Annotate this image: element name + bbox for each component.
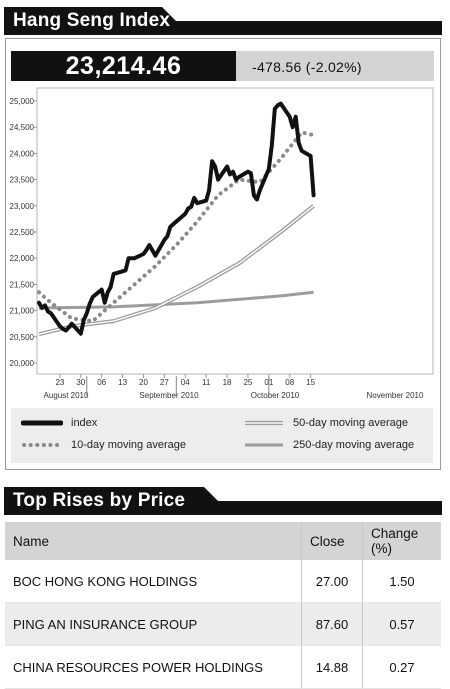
plot-area <box>36 87 434 375</box>
close-price: 14.88 <box>301 645 363 689</box>
x-tick-label: 25 <box>243 378 252 387</box>
close-price: 27.00 <box>301 560 363 603</box>
x-tick-label: 04 <box>181 378 190 387</box>
y-tick-label: 24,500 <box>10 123 35 132</box>
stock-name[interactable]: BOC HONG KONG HOLDINGS <box>5 560 302 603</box>
legend-ma250-label: 250-day moving average <box>293 439 415 451</box>
chart-legend: index 10-day moving average 50-day movin… <box>11 408 433 463</box>
last-value: 23,214.46 <box>11 51 236 81</box>
y-tick-label: 21,000 <box>10 307 35 316</box>
x-tick-label: 13 <box>118 378 127 387</box>
stock-name[interactable]: PING AN INSURANCE GROUP <box>5 602 302 646</box>
change-column-header[interactable]: Change (%) <box>362 522 441 560</box>
change-value: -478.56 (-2.02%) <box>236 51 434 81</box>
table-row[interactable]: CHINA RESOURCES POWER HOLDINGS 14.88 0.2… <box>5 645 441 689</box>
legend-ma50-label: 50-day moving average <box>293 417 408 429</box>
rises-title: Top Rises by Price <box>13 490 186 511</box>
month-label: August 2010 <box>44 391 89 400</box>
index-title: Hang Seng Index <box>13 10 171 31</box>
close-price: 87.60 <box>301 602 363 646</box>
x-tick-label: 30 <box>76 378 85 387</box>
y-tick-label: 24,000 <box>10 149 35 158</box>
y-tick-label: 21,500 <box>10 280 35 289</box>
x-tick-label: 27 <box>160 378 169 387</box>
legend-ma10-swatch <box>22 443 63 447</box>
header-band <box>4 7 442 35</box>
ma10-line <box>37 130 316 324</box>
index-header: Hang Seng Index <box>4 7 442 35</box>
table-row[interactable]: PING AN INSURANCE GROUP 87.60 0.57 <box>5 602 441 646</box>
legend-index-swatch <box>21 420 63 426</box>
legend-ma50-swatch <box>245 420 283 426</box>
table-row[interactable]: BOC HONG KONG HOLDINGS 27.00 1.50 <box>5 560 441 603</box>
x-tick-label: 11 <box>202 378 211 387</box>
legend-index-label: index <box>71 417 98 429</box>
x-tick-label: 08 <box>285 378 294 387</box>
y-tick-label: 23,000 <box>10 202 35 211</box>
change-percent: 0.27 <box>362 645 441 689</box>
month-label: November 2010 <box>367 391 424 400</box>
x-tick-label: 23 <box>55 378 64 387</box>
x-tick-label: 06 <box>97 378 106 387</box>
rises-header: Top Rises by Price <box>4 487 442 515</box>
change-percent: 0.57 <box>362 602 441 646</box>
y-tick-label: 22,000 <box>10 254 35 263</box>
y-tick-label: 20,000 <box>10 359 35 368</box>
x-tick-label: 18 <box>223 378 232 387</box>
y-tick-label: 25,000 <box>10 97 35 106</box>
close-column-header[interactable]: Close <box>301 522 363 560</box>
y-tick-label: 22,500 <box>10 228 35 237</box>
stock-name[interactable]: CHINA RESOURCES POWER HOLDINGS <box>5 645 302 689</box>
y-tick-label: 20,500 <box>10 333 35 342</box>
change-percent: 1.50 <box>362 560 441 603</box>
x-tick-label: 15 <box>306 378 315 387</box>
index-line <box>37 101 316 336</box>
hang-seng-chart: 25,000 24,500 24,000 23,500 23,000 22,500 22,0… <box>10 87 434 400</box>
header-band <box>4 487 442 515</box>
month-label: October 2010 <box>251 391 300 400</box>
legend-ma250-swatch <box>245 443 283 447</box>
name-column-header[interactable]: Name <box>5 522 302 560</box>
ma50-line-inner <box>38 205 315 335</box>
y-tick-label: 23,500 <box>10 176 35 185</box>
x-tick-label: 20 <box>139 378 148 387</box>
month-label: September 2010 <box>139 391 199 400</box>
legend-ma10-label: 10-day moving average <box>71 439 186 451</box>
table-header-row: Name Close Change (%) <box>5 522 441 560</box>
top-rises-table: Name Close Change (%) BOC HONG KONG HOLD… <box>5 522 441 689</box>
